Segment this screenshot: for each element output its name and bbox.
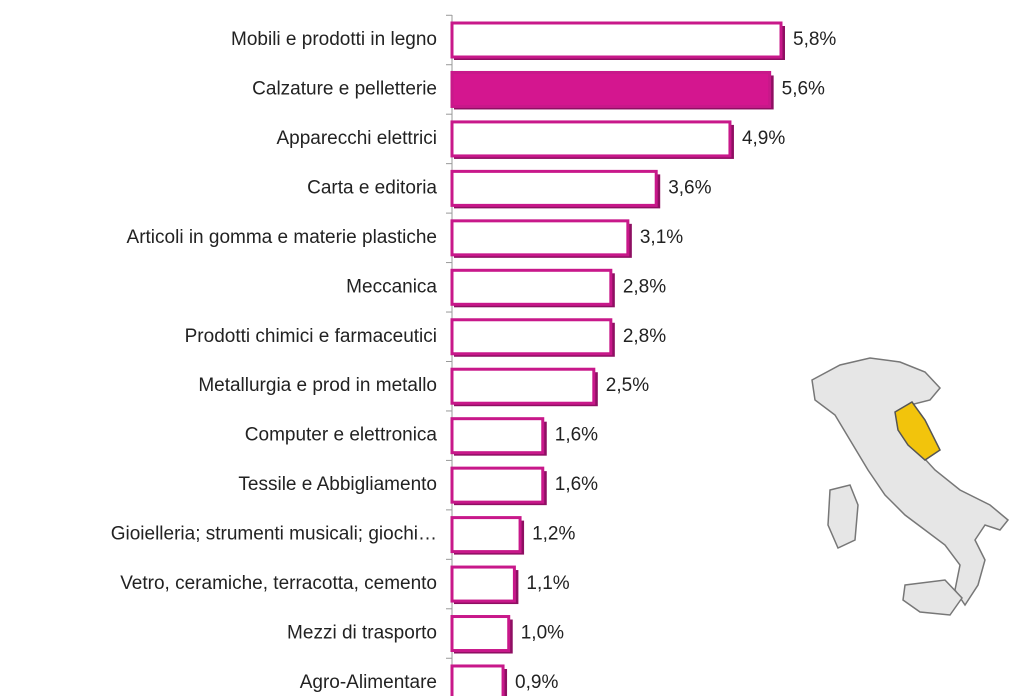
value-label: 1,6% (555, 474, 598, 495)
y-tick-label: Meccanica (346, 276, 437, 297)
value-label: 1,6% (555, 425, 598, 446)
value-label: 3,6% (668, 177, 711, 198)
bar (450, 516, 522, 554)
y-tick-label: Computer e elettronica (245, 425, 438, 446)
y-tick-label: Tessile e Abbigliamento (238, 474, 437, 495)
y-tick-label: Articoli in gomma e materie plastiche (127, 227, 437, 248)
bar (450, 318, 613, 356)
value-label: 2,5% (606, 375, 649, 396)
bar (450, 664, 505, 696)
value-label: 5,6% (782, 78, 825, 99)
y-tick-label: Prodotti chimici e farmaceutici (185, 326, 437, 347)
bar (450, 268, 613, 306)
y-tick-label: Apparecchi elettrici (276, 128, 437, 149)
bar (450, 21, 783, 59)
value-label: 0,9% (515, 672, 558, 693)
y-tick-label: Mobili e prodotti in legno (231, 29, 437, 50)
value-label: 1,0% (521, 623, 564, 644)
y-tick-label: Agro-Alimentare (300, 672, 437, 693)
value-label: 2,8% (623, 326, 666, 347)
italy-map (811, 357, 1010, 616)
bar (450, 169, 658, 207)
y-tick-label: Metallurgia e prod in metallo (198, 375, 437, 396)
value-label: 2,8% (623, 276, 666, 297)
y-tick-label: Gioielleria; strumenti musicali; giochi… (111, 524, 437, 545)
value-label: 1,1% (526, 573, 569, 594)
y-tick-label: Mezzi di trasporto (287, 623, 437, 644)
bar (450, 219, 630, 257)
bar (450, 367, 596, 405)
value-label: 4,9% (742, 128, 785, 149)
bar (450, 417, 545, 455)
y-tick-label: Vetro, ceramiche, terracotta, cemento (120, 573, 437, 594)
bar (450, 565, 516, 603)
bar (450, 466, 545, 504)
y-tick-label: Calzature e pelletterie (252, 78, 437, 99)
value-label: 1,2% (532, 524, 575, 545)
value-label: 5,8% (793, 29, 836, 50)
bar (450, 120, 732, 158)
value-label: 3,1% (640, 227, 683, 248)
bar (450, 70, 772, 108)
bar (450, 615, 511, 653)
y-tick-label: Carta e editoria (307, 177, 437, 198)
